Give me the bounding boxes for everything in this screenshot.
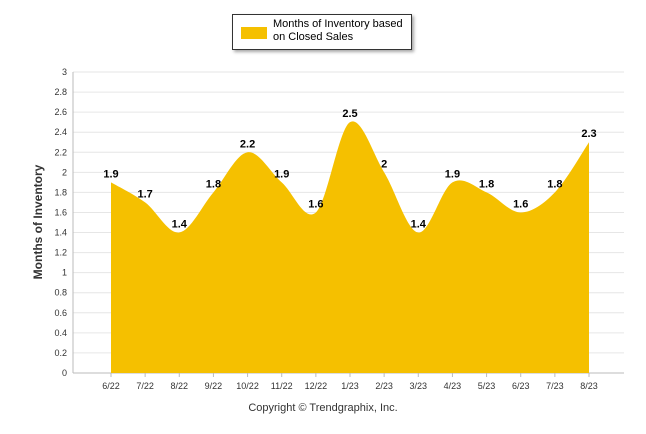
data-label: 2.2 [240,138,255,150]
data-label: 2.5 [342,108,357,120]
x-tick-label: 4/23 [444,381,462,391]
x-tick-label: 2/23 [375,381,393,391]
data-label: 1.4 [411,219,427,231]
x-tick-label: 9/22 [205,381,223,391]
data-label: 1.9 [274,168,289,180]
y-tick-label: 1.6 [54,207,67,217]
legend: Months of Inventory based on Closed Sale… [232,14,412,50]
y-tick-label: 2.2 [54,147,67,157]
y-tick-label: 1.2 [54,248,67,258]
x-tick-label: 3/23 [410,381,428,391]
y-axis-ticks: 0 0.2 0.4 0.6 0.8 1 1.2 1.4 1.6 1.8 2 2.2 2.4 2.6 2.8 3 [54,67,67,378]
y-tick-label: 2.6 [54,107,67,117]
legend-label: Months of Inventory based on Closed Sale… [273,18,403,43]
y-tick-label: 0 [62,368,67,378]
copyright-text: Copyright © Trendgraphix, Inc. [248,402,398,414]
y-tick-label: 1 [62,268,67,278]
x-tick-label: 6/23 [512,381,530,391]
x-tick-label: 8/23 [580,381,598,391]
x-tick-label: 7/22 [136,381,154,391]
x-tick-label: 6/22 [102,381,120,391]
y-tick-label: 0.8 [54,288,67,298]
data-labels: 1.9 1.7 1.4 1.8 2.2 1.9 1.6 2.5 2 1.4 1.9 1.8 1.6 1.8… [103,108,596,230]
data-label: 1.9 [445,168,460,180]
data-label: 1.7 [137,188,152,200]
y-tick-label: 2 [62,167,67,177]
area-series [111,121,589,373]
data-label: 1.4 [172,219,188,231]
legend-swatch [241,27,267,39]
y-axis-label: Months of Inventory [31,164,45,279]
x-tick-label: 7/23 [546,381,564,391]
y-tick-label: 2.4 [54,127,67,137]
y-tick-label: 0.2 [54,348,67,358]
x-tick-label: 12/22 [305,381,328,391]
x-tick-label: 11/22 [271,381,293,391]
x-tick-label: 5/23 [478,381,496,391]
x-tick-label: 8/22 [171,381,189,391]
data-label: 1.6 [513,198,528,210]
data-label: 1.8 [479,178,494,190]
y-tick-label: 1.4 [54,228,67,238]
data-label: 2 [381,158,387,170]
data-label: 2.3 [581,128,596,140]
y-tick-label: 0.6 [54,308,67,318]
data-label: 1.6 [308,198,323,210]
y-tick-label: 3 [62,67,67,77]
area-fill [111,121,589,373]
data-label: 1.8 [206,178,221,190]
x-axis-ticks: 6/22 7/22 8/22 9/22 10/22 11/22 12/22 1/23 2/23 3… [102,373,598,391]
data-label: 1.8 [547,178,562,190]
data-label: 1.9 [103,168,118,180]
y-tick-label: 1.8 [54,187,67,197]
x-tick-label: 10/22 [236,381,259,391]
y-tick-label: 2.8 [54,87,67,97]
y-tick-label: 0.4 [54,328,67,338]
x-tick-label: 1/23 [341,381,359,391]
